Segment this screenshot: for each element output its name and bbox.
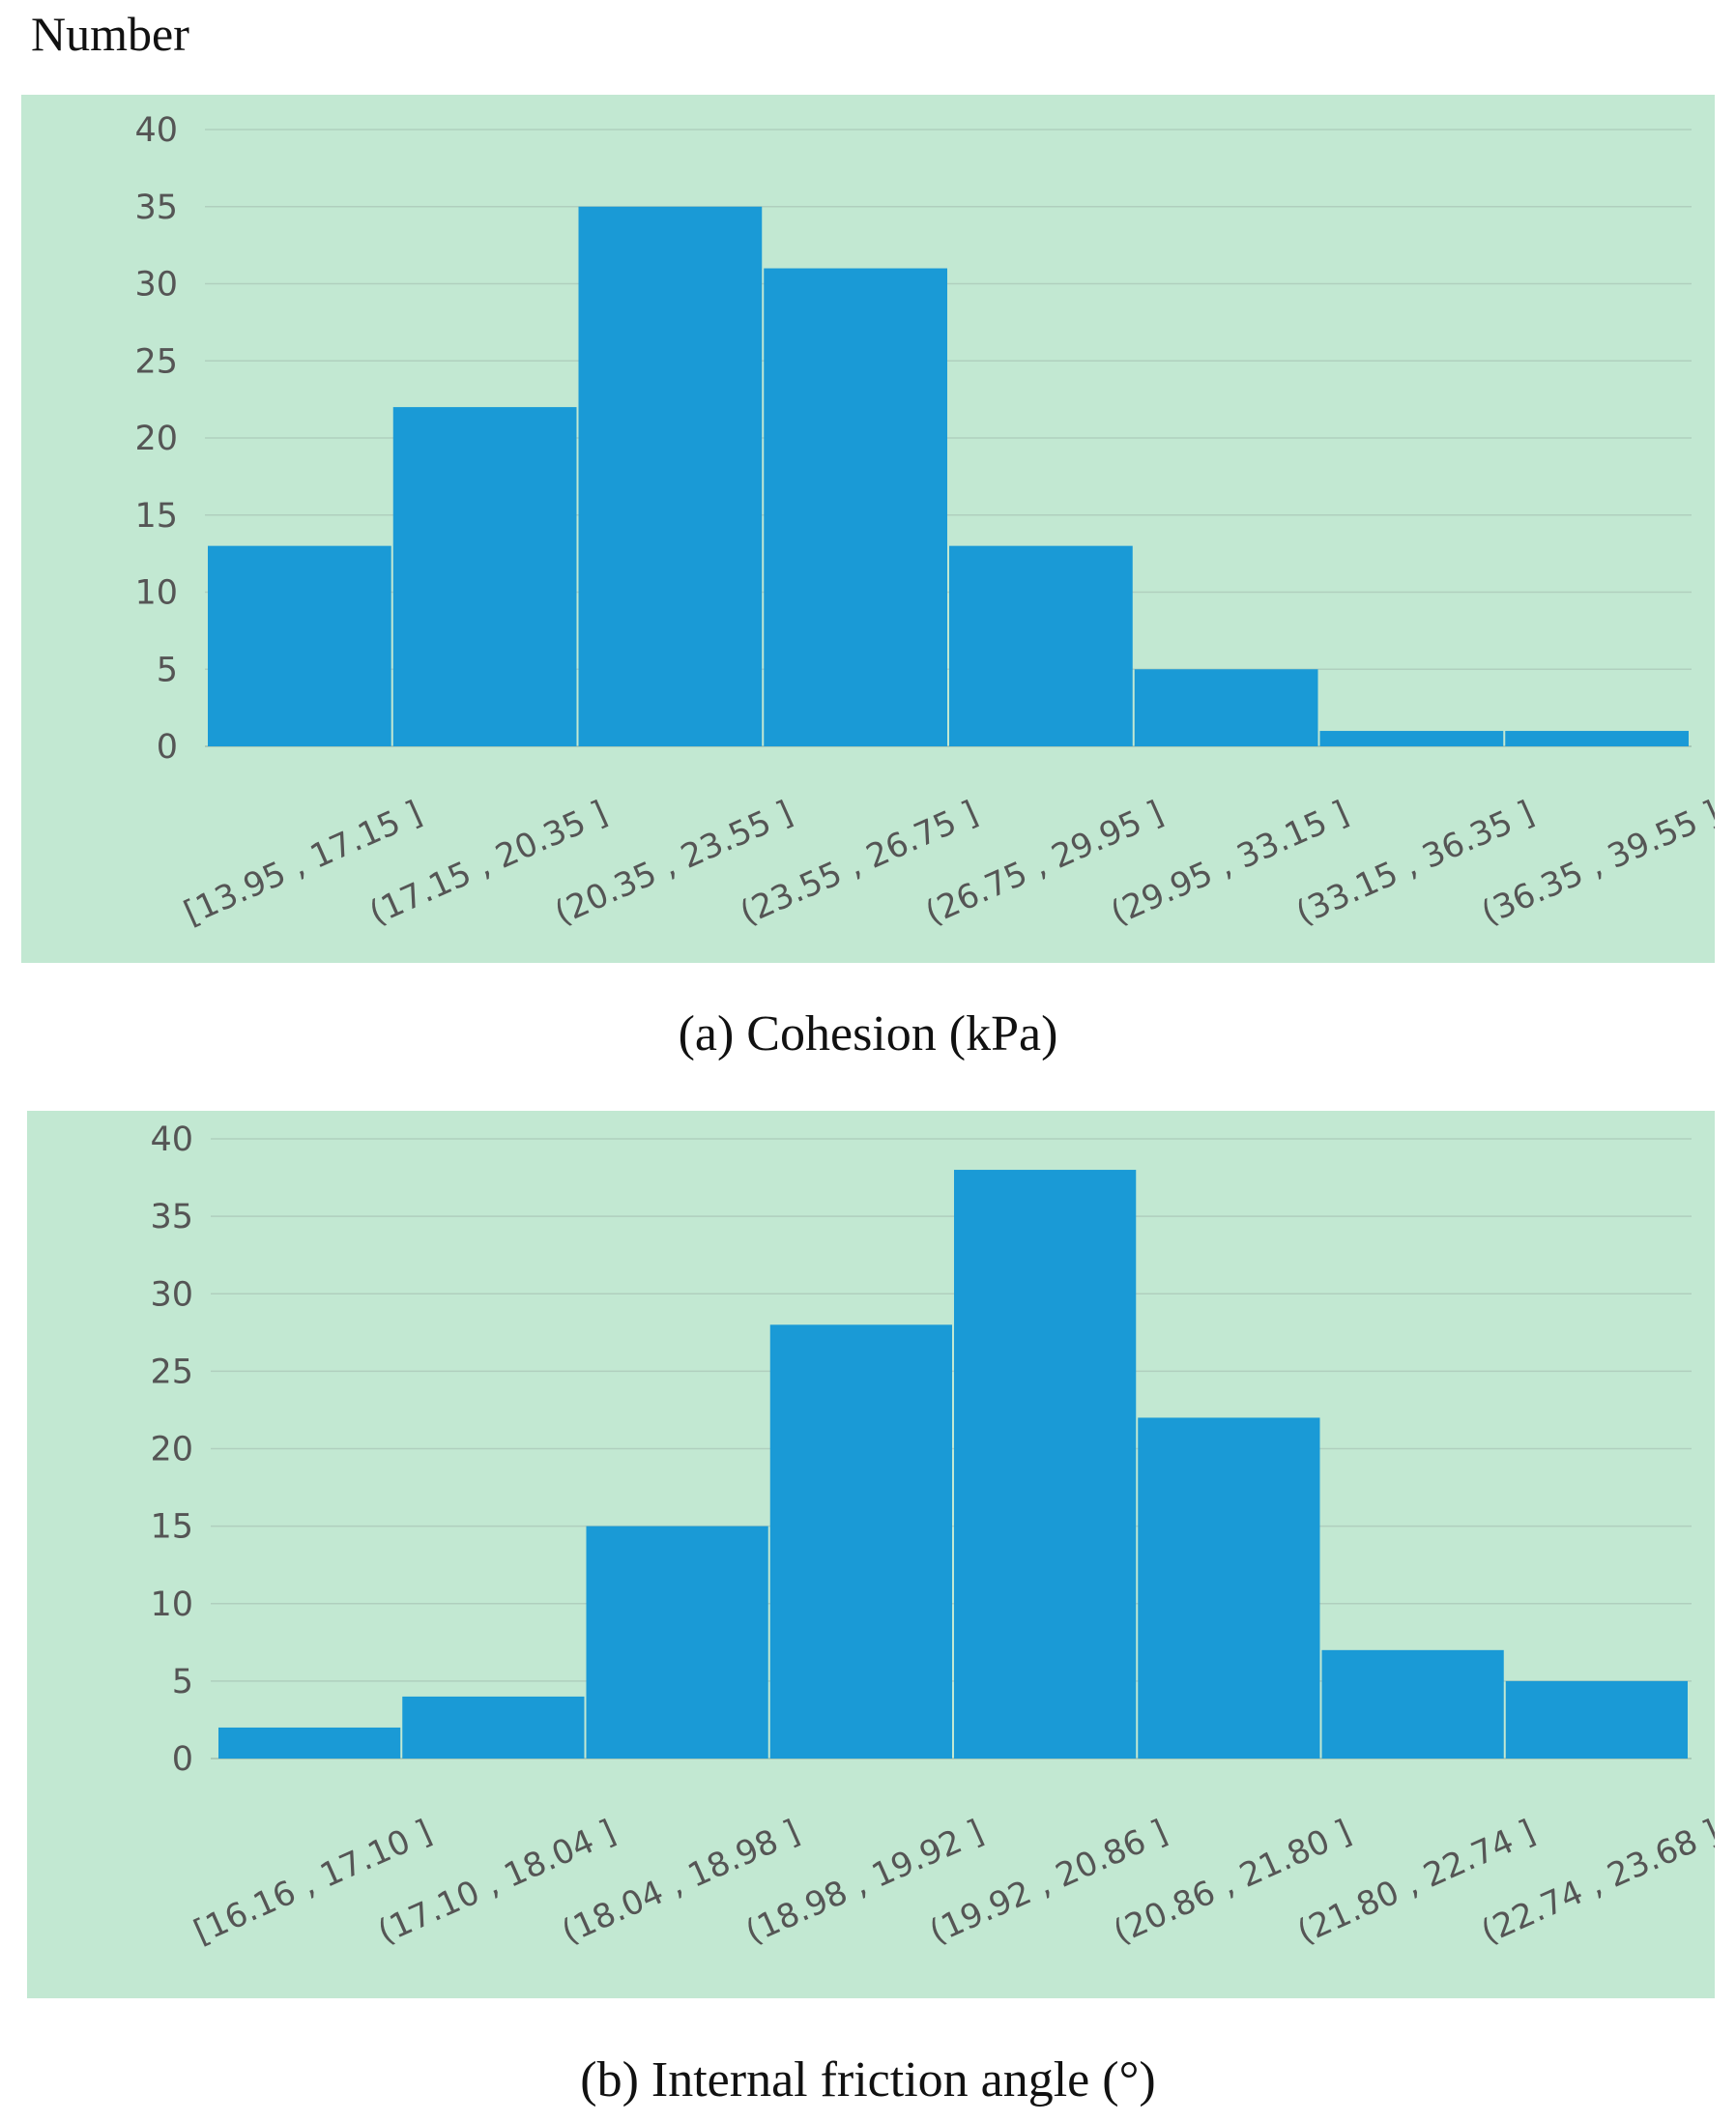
y-tick-label: 30 — [150, 1275, 193, 1314]
bar — [1138, 1417, 1320, 1759]
y-tick-label: 15 — [150, 1508, 193, 1547]
bar — [1319, 731, 1504, 746]
y-tick-label: 15 — [134, 497, 178, 536]
bar — [208, 545, 391, 746]
bar — [1505, 731, 1689, 746]
y-tick-label: 20 — [150, 1431, 193, 1469]
bar — [586, 1526, 768, 1759]
y-tick-label: 40 — [150, 1120, 193, 1159]
y-tick-label: 10 — [134, 574, 178, 613]
bar — [578, 206, 763, 746]
y-tick-label: 35 — [150, 1198, 193, 1236]
caption-friction-angle: (b) Internal friction angle (°) — [580, 2052, 1156, 2108]
y-tick-label: 5 — [172, 1663, 193, 1701]
bar — [949, 545, 1133, 746]
bar — [402, 1696, 585, 1759]
chart-panel-cohesion: 0 5 10 15 20 25 30 35 40 [13.95 , 17.15 ] (17.15 ,… — [21, 95, 1715, 963]
y-tick-label: 30 — [134, 266, 178, 305]
y-tick-label: 20 — [134, 420, 178, 458]
y-tick-label: 5 — [157, 651, 178, 689]
y-tick-label: 25 — [150, 1352, 193, 1391]
y-axis-title: Number — [31, 7, 189, 61]
bar — [764, 268, 947, 746]
chart-panel-friction-angle: 0 5 10 15 20 25 30 35 40 [16.16 , 17.10 ] (17.10 ,… — [27, 1111, 1715, 1998]
caption-cohesion: (a) Cohesion (kPa) — [678, 1006, 1058, 1062]
bar — [218, 1727, 401, 1759]
y-tick-label: 0 — [157, 728, 178, 767]
y-tick-label: 40 — [134, 111, 178, 150]
bar — [392, 407, 577, 746]
y-tick-label: 10 — [150, 1585, 193, 1624]
y-tick-label: 35 — [134, 189, 178, 227]
y-tick-label: 0 — [172, 1740, 193, 1779]
y-tick-label: 25 — [134, 342, 178, 381]
bar — [769, 1324, 952, 1759]
bar — [1134, 669, 1318, 746]
bar — [1321, 1649, 1504, 1759]
bar — [1505, 1680, 1688, 1759]
bar — [954, 1170, 1137, 1759]
